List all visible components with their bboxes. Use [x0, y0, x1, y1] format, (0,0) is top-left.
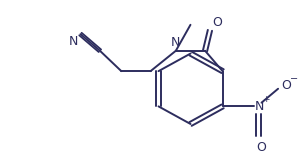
- Text: O: O: [257, 141, 266, 154]
- Text: O: O: [212, 16, 222, 29]
- Text: N: N: [255, 100, 264, 113]
- Text: −: −: [290, 74, 298, 84]
- Text: N: N: [69, 35, 79, 48]
- Text: O: O: [281, 79, 291, 92]
- Text: N: N: [171, 36, 181, 49]
- Text: +: +: [263, 95, 270, 104]
